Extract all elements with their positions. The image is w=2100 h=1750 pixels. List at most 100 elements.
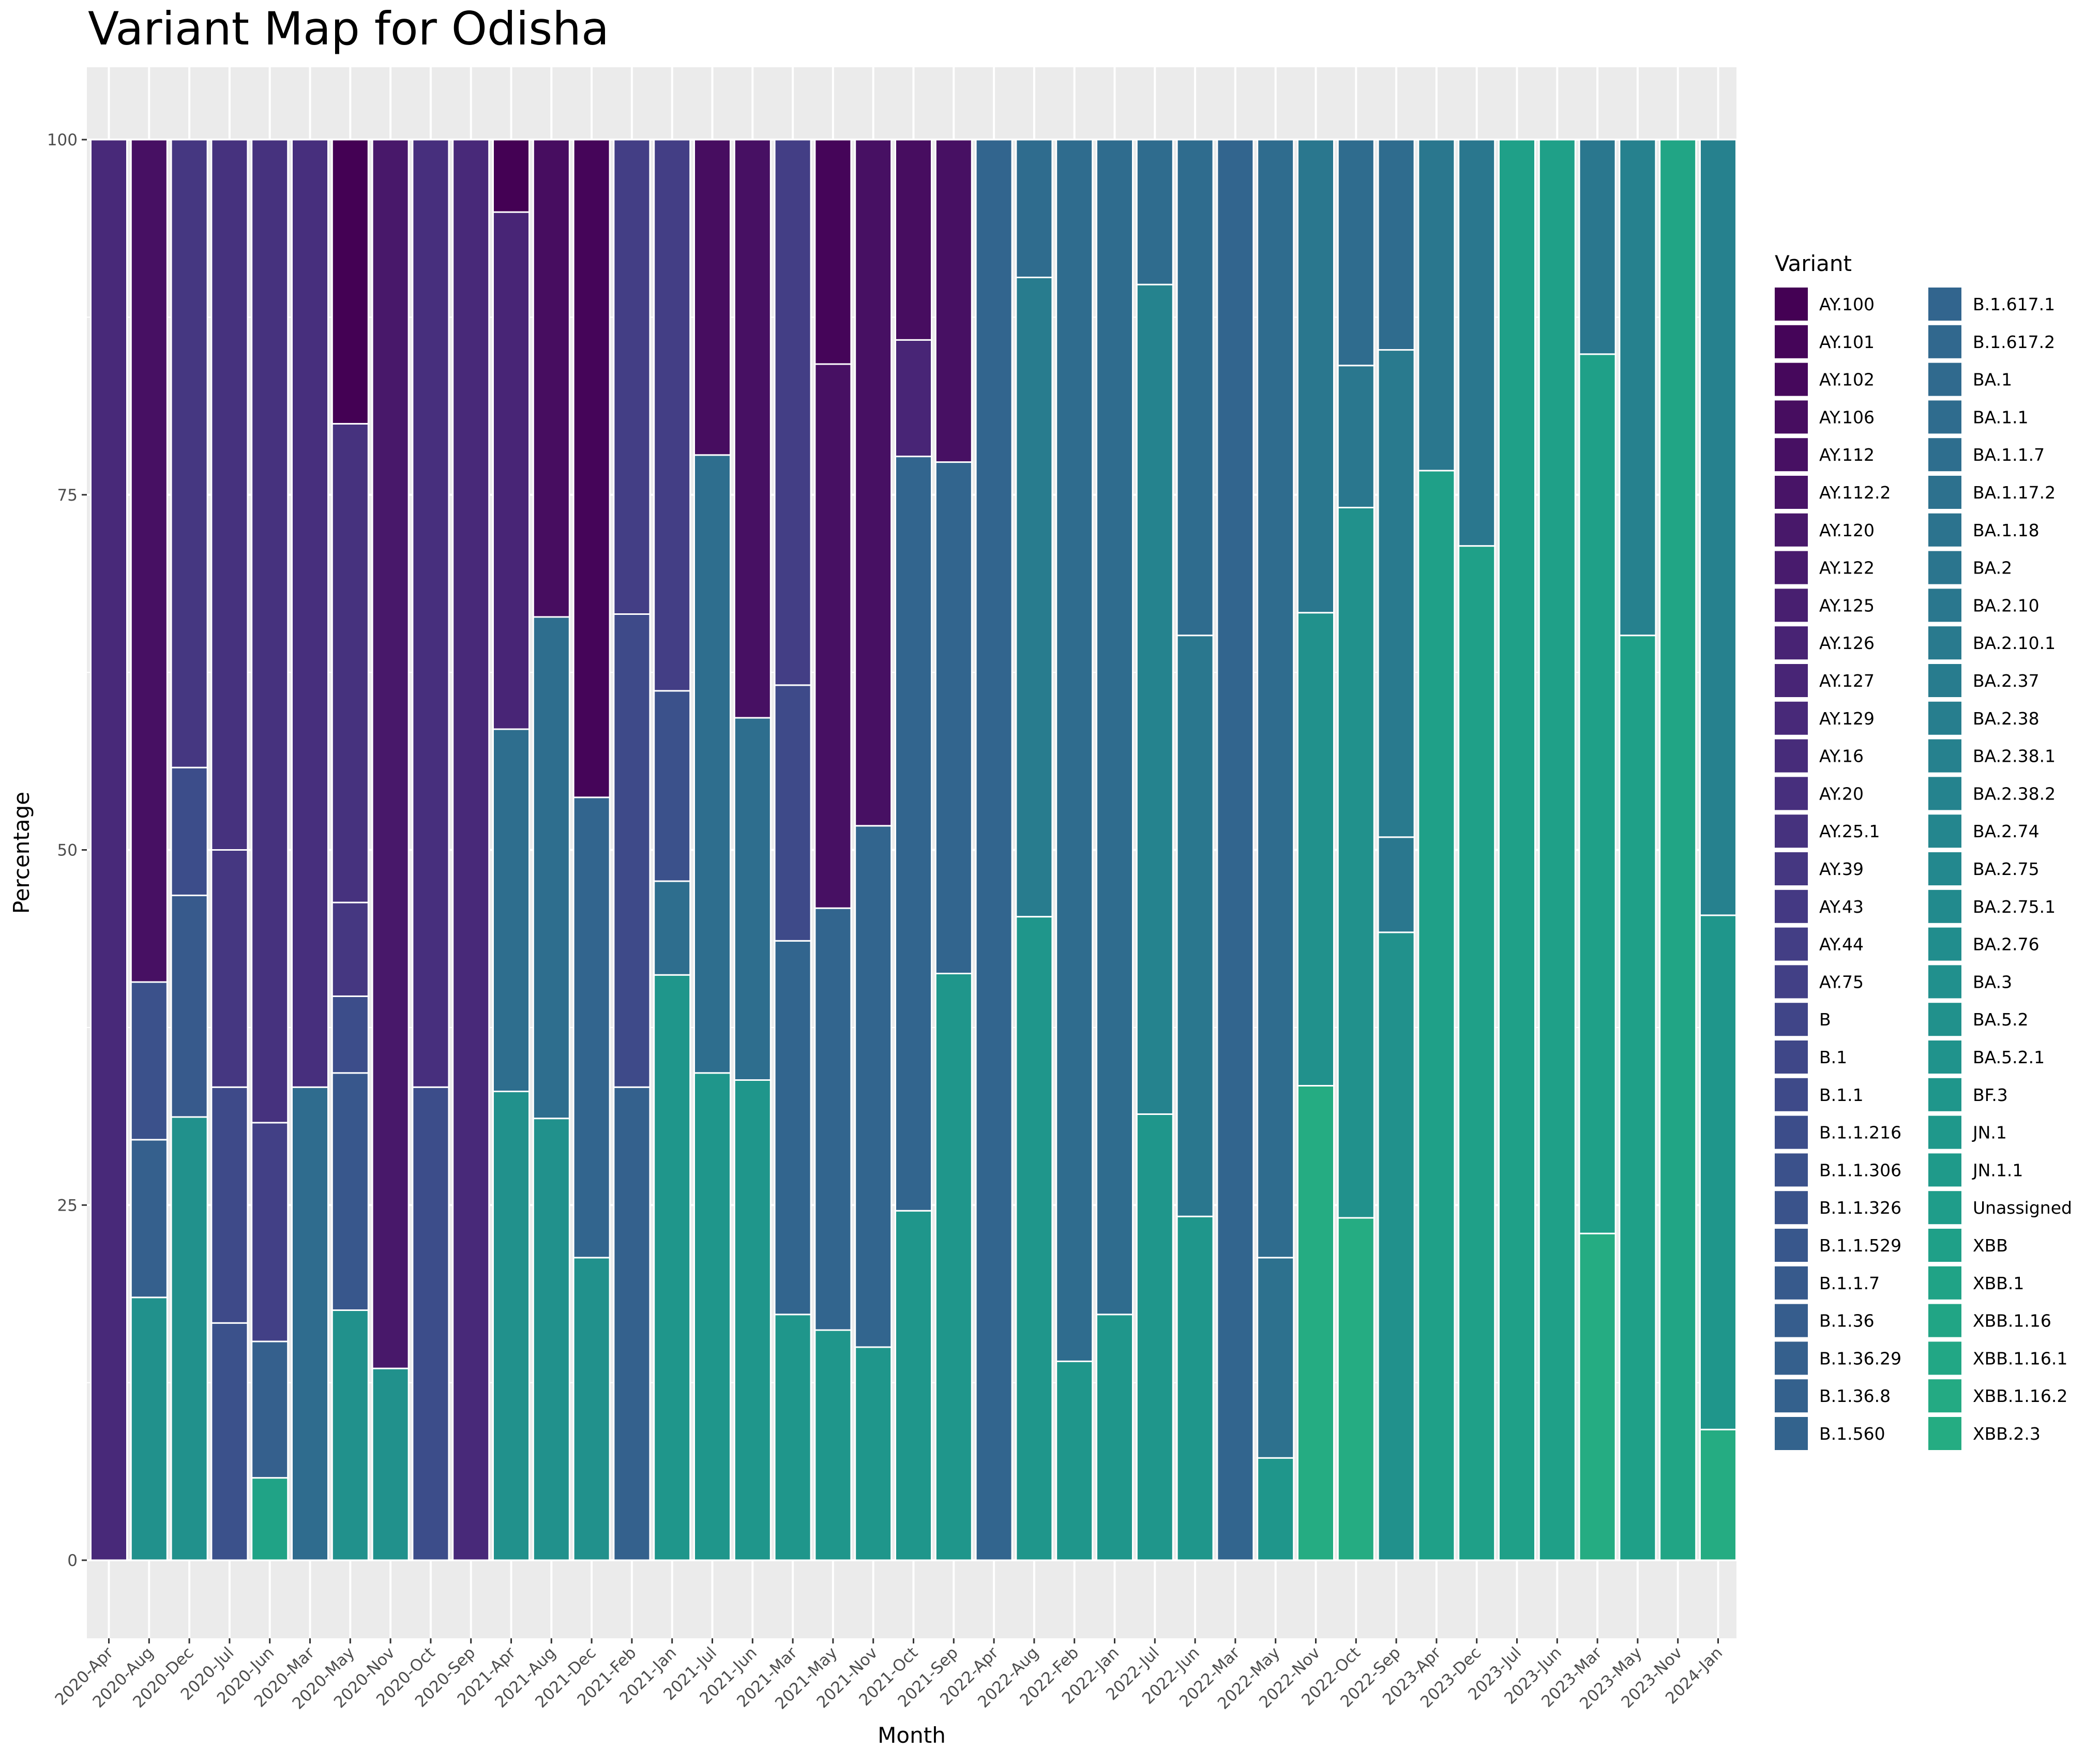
legend-label: BA.2.38.2 bbox=[1973, 783, 2056, 804]
legend-label: XBB.1.16.2 bbox=[1973, 1386, 2067, 1406]
legend-label: AY.112.2 bbox=[1819, 482, 1891, 503]
bar-segment bbox=[331, 901, 369, 997]
legend-label: AY.106 bbox=[1819, 407, 1875, 427]
bar-segment bbox=[1659, 139, 1697, 1561]
legend-key bbox=[1775, 1229, 1808, 1262]
legend-key bbox=[1775, 438, 1808, 472]
legend-label: BA.1.18 bbox=[1973, 520, 2039, 540]
legend-label: B.1.617.2 bbox=[1973, 332, 2055, 352]
bar-segment bbox=[210, 1086, 249, 1324]
bar-segment bbox=[854, 1346, 893, 1561]
bar-segment bbox=[693, 1072, 731, 1561]
legend-key bbox=[1775, 1191, 1808, 1225]
bar-segment bbox=[1699, 139, 1737, 916]
legend-key bbox=[1928, 927, 1961, 961]
legend-label: B.1.1.529 bbox=[1819, 1235, 1901, 1256]
legend-label: BA.1.1 bbox=[1973, 407, 2029, 427]
y-tick-label: 0 bbox=[67, 1551, 78, 1570]
bar-segment bbox=[934, 139, 973, 463]
bar-segment bbox=[613, 613, 651, 1088]
legend-label: XBB.1 bbox=[1973, 1273, 2024, 1293]
legend-key bbox=[1775, 965, 1808, 999]
legend-key bbox=[1775, 551, 1808, 584]
legend-key bbox=[1928, 589, 1961, 622]
legend-key bbox=[1928, 739, 1961, 773]
x-axis-title: Month bbox=[878, 1723, 946, 1748]
legend-label: XBB bbox=[1973, 1235, 2008, 1256]
legend: Variant AY.100 AY.101 AY.102 AY.106 AY.112 AY… bbox=[1775, 251, 2072, 1450]
y-tick-label: 75 bbox=[57, 486, 78, 505]
legend-label: B.1.1.326 bbox=[1819, 1198, 1901, 1218]
bar-segment bbox=[814, 1329, 852, 1561]
legend-label: AY.120 bbox=[1819, 520, 1875, 540]
bar-segment bbox=[1337, 1217, 1375, 1561]
legend-key bbox=[1775, 476, 1808, 509]
bar-segment bbox=[130, 1139, 168, 1299]
bar-segment bbox=[653, 690, 691, 882]
bar-segment bbox=[1257, 1457, 1295, 1561]
bar-segment bbox=[1096, 1314, 1134, 1561]
legend-label: AY.43 bbox=[1819, 897, 1864, 917]
bar-segment bbox=[331, 995, 369, 1074]
legend-key bbox=[1928, 363, 1961, 396]
bar-segment bbox=[492, 728, 530, 1092]
bar-segment bbox=[1337, 365, 1375, 508]
legend-key bbox=[1928, 701, 1961, 735]
bar-segment bbox=[1176, 635, 1214, 1217]
bar-segment bbox=[331, 139, 369, 425]
legend-key bbox=[1928, 325, 1961, 358]
legend-key bbox=[1775, 777, 1808, 810]
legend-label: B.1.1 bbox=[1819, 1085, 1864, 1105]
bar-segment bbox=[1458, 139, 1496, 547]
bar-segment bbox=[733, 1079, 772, 1561]
legend-label: AY.20 bbox=[1819, 783, 1864, 804]
bar-segment bbox=[895, 139, 932, 341]
bar-segment bbox=[1377, 139, 1415, 351]
legend-label: B.1.1.216 bbox=[1819, 1123, 1901, 1143]
bar-segment bbox=[572, 139, 611, 798]
bar-segment bbox=[934, 461, 973, 974]
legend-key bbox=[1775, 589, 1808, 622]
bar-segment bbox=[1699, 914, 1737, 1430]
legend-key bbox=[1775, 1078, 1808, 1111]
bar-segment bbox=[1055, 139, 1094, 1362]
bar-segment bbox=[1015, 276, 1053, 918]
legend-label: AY.125 bbox=[1819, 595, 1875, 615]
legend-key bbox=[1775, 814, 1808, 848]
bar-segment bbox=[572, 796, 611, 1259]
legend-key bbox=[1928, 1266, 1961, 1300]
legend-key bbox=[1928, 1078, 1961, 1111]
bar-segment bbox=[733, 717, 772, 1081]
legend-key bbox=[1775, 701, 1808, 735]
legend-key bbox=[1775, 927, 1808, 961]
legend-label: BA.2.76 bbox=[1973, 934, 2039, 955]
bar-segment bbox=[291, 1086, 329, 1561]
y-tick-label: 25 bbox=[57, 1196, 78, 1215]
bar-segment bbox=[371, 1367, 410, 1561]
bar-segment bbox=[251, 1122, 289, 1342]
legend-key bbox=[1928, 1417, 1961, 1450]
legend-label: B.1.36.29 bbox=[1819, 1348, 1901, 1368]
bar-segment bbox=[130, 139, 168, 983]
bar-segment bbox=[170, 1116, 208, 1561]
legend-label: BA.5.2.1 bbox=[1973, 1047, 2045, 1067]
legend-label: BA.2.75.1 bbox=[1973, 897, 2056, 917]
bar-segment bbox=[492, 211, 530, 730]
legend-label: AY.25.1 bbox=[1819, 821, 1880, 841]
bar-segment bbox=[733, 139, 772, 719]
bar-segment bbox=[814, 363, 852, 909]
bar-segment bbox=[532, 616, 570, 1120]
legend-label: BA.1.17.2 bbox=[1973, 482, 2056, 503]
bar-segment bbox=[412, 139, 450, 1088]
legend-label: XBB.2.3 bbox=[1973, 1424, 2041, 1444]
legend-label: AY.127 bbox=[1819, 671, 1875, 691]
legend-key bbox=[1928, 513, 1961, 547]
legend-key bbox=[1928, 852, 1961, 885]
legend-label: BA.2 bbox=[1973, 558, 2012, 578]
legend-label: AY.129 bbox=[1819, 708, 1875, 729]
legend-label: AY.102 bbox=[1819, 370, 1875, 390]
bar-segment bbox=[774, 1314, 812, 1561]
legend-key bbox=[1928, 965, 1961, 999]
bar-segment bbox=[934, 972, 973, 1561]
